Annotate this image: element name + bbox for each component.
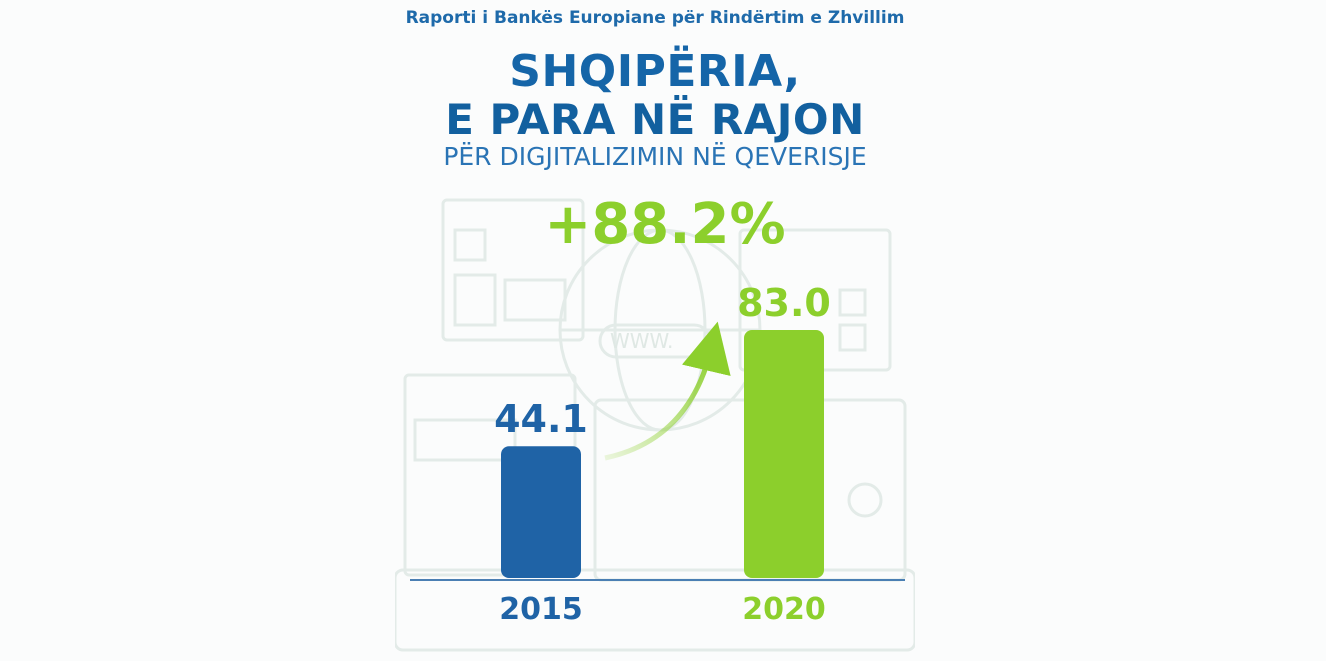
value-label-2020: 83.0 [737,281,831,325]
x-tick-label-2020: 2020 [742,592,826,627]
title-line-1: SHQIPËRIA, [509,46,801,97]
x-tick-label-2015: 2015 [499,592,583,627]
growth-arrow [604,321,731,461]
bg-browser-window-icon [441,198,585,342]
bar-2015 [501,446,581,578]
source-line: Raporti i Bankës Europiane për Rindërtim… [405,8,905,28]
title-line-2: E PARA NË RAJON [445,95,865,144]
growth-percentage: +88.2% [544,192,786,257]
bar-2020 [744,330,824,578]
value-label-2015: 44.1 [494,397,588,441]
subtitle: PËR DIGJITALIZIMIN NË QEVERISJE [443,142,867,171]
bg-keyboard-icon [395,568,915,652]
bg-url-text: WWW. [610,329,673,353]
